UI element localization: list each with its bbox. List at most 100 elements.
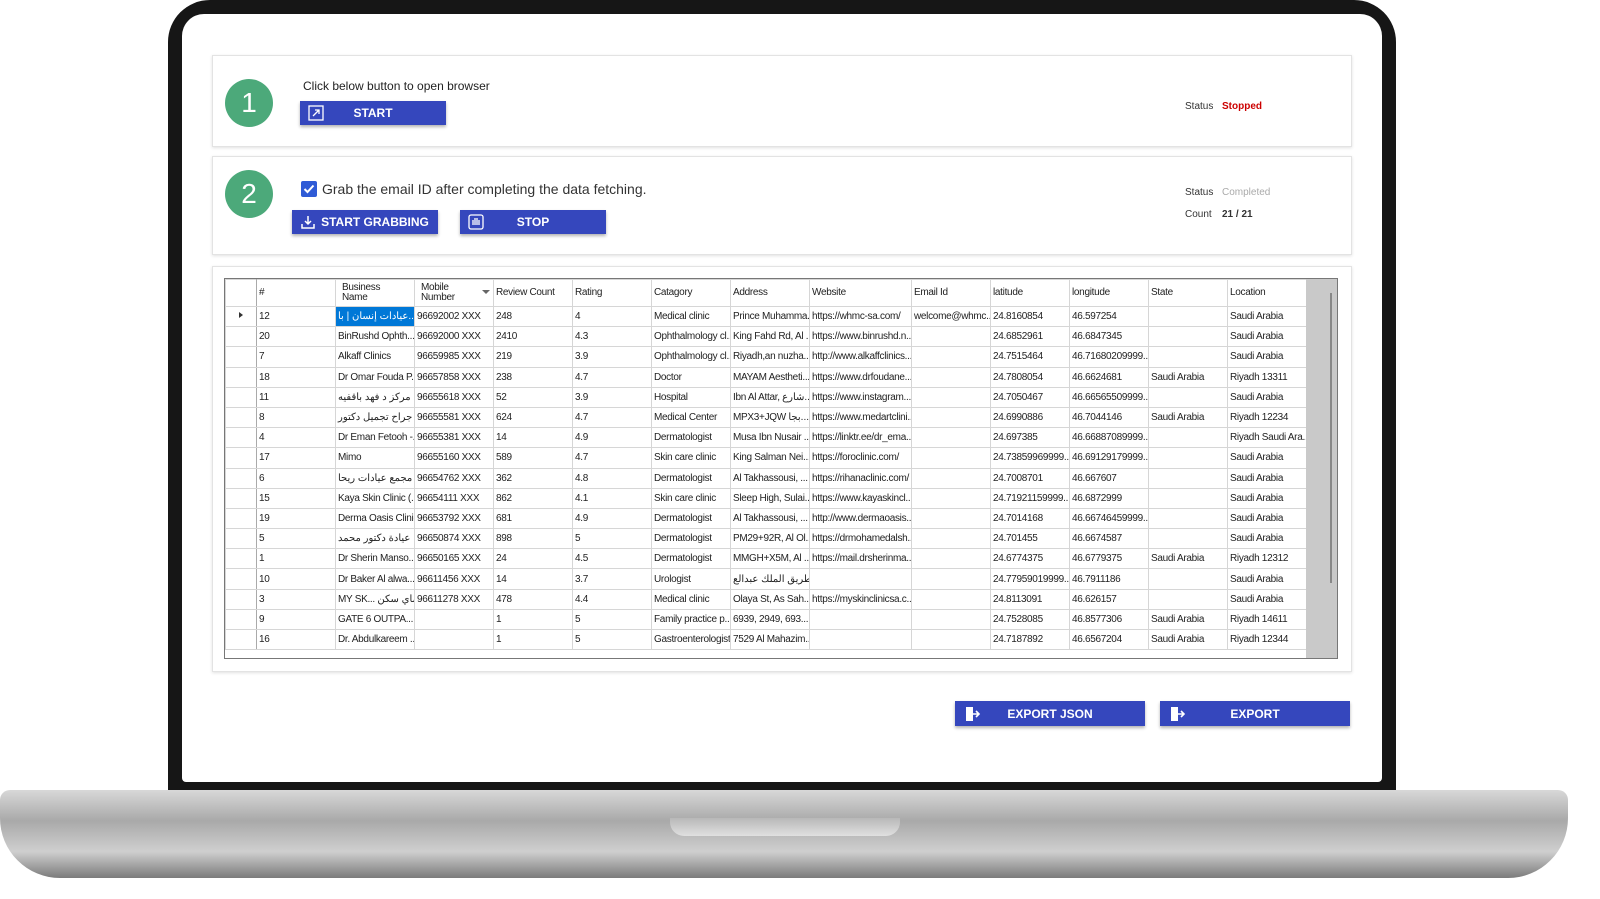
row-header-cell bbox=[225, 305, 257, 328]
cell: GATE 6 OUTPA... bbox=[335, 608, 415, 631]
start-button[interactable]: START bbox=[300, 101, 446, 125]
header-text: # bbox=[259, 287, 265, 298]
cell bbox=[911, 467, 991, 489]
cell bbox=[809, 568, 912, 590]
cell: https://foroclinic.com/ bbox=[809, 447, 912, 469]
cell: 4.8 bbox=[572, 467, 652, 489]
cell: 681 bbox=[493, 507, 573, 530]
cell bbox=[911, 386, 991, 408]
cell: Riyadh 14611 bbox=[1227, 608, 1307, 631]
column-header: latitude bbox=[990, 279, 1070, 307]
cell: Dermatologist bbox=[651, 528, 731, 550]
header-text: Website bbox=[812, 287, 846, 298]
cell: 46.7044146 bbox=[1069, 406, 1149, 429]
cell: 1 bbox=[493, 608, 573, 631]
cell: Saudi Arabia bbox=[1148, 608, 1228, 631]
cell: 898 bbox=[493, 528, 573, 550]
cell: Gastroenterologist bbox=[651, 628, 731, 651]
cell bbox=[809, 608, 912, 631]
cell: 4.9 bbox=[572, 427, 652, 449]
cell: Urologist bbox=[651, 568, 731, 590]
header-row: # Business Name Mobile Number Review Count R… bbox=[225, 279, 1307, 307]
cell: Musa Ibn Nusair ... bbox=[730, 427, 810, 449]
cell: 3.9 bbox=[572, 346, 652, 368]
cell: Dr Sherin Manso... bbox=[335, 548, 415, 570]
stop-button[interactable]: STOP bbox=[460, 210, 606, 234]
checkbox[interactable] bbox=[301, 181, 317, 197]
cell: 18 bbox=[256, 366, 336, 388]
data-row: 4 Dr Eman Fetooh -... 96655381 XXX 14 4.9 Der… bbox=[225, 427, 1307, 449]
cell bbox=[911, 608, 991, 631]
step-number: 2 bbox=[225, 170, 273, 218]
count-label: Count bbox=[1185, 209, 1212, 220]
label: EXPORT JSON bbox=[1007, 706, 1093, 721]
cell: 248 bbox=[493, 305, 573, 328]
cell: Saudi Arabia bbox=[1227, 447, 1307, 469]
cell: https://www.drfoudane... bbox=[809, 366, 912, 388]
cell: 3.9 bbox=[572, 386, 652, 408]
row-header-cell bbox=[225, 279, 257, 307]
cell: Dermatologist bbox=[651, 548, 731, 570]
cell: Saudi Arabia bbox=[1227, 588, 1307, 610]
cell: 46.626157 bbox=[1069, 588, 1149, 610]
cell: 96655618 XXX bbox=[414, 386, 494, 408]
column-header: Location bbox=[1227, 279, 1307, 307]
cell bbox=[911, 447, 991, 469]
icon bbox=[966, 707, 981, 721]
data-row: 8 جراح تجميل دكتور 96655581 XXX 624 4.7 Medic… bbox=[225, 406, 1307, 429]
cell: 4.7 bbox=[572, 406, 652, 429]
cell: مجمع عيادات ريحا bbox=[335, 467, 415, 489]
cell: Alkaff Clinics bbox=[335, 346, 415, 368]
data-row: 11 مركز د فهد باقفيه 96655618 XXX 52 3.9 Hosp… bbox=[225, 386, 1307, 408]
cell: PM29+92R, Al Ol... bbox=[730, 528, 810, 550]
cell: Dr Eman Fetooh -... bbox=[335, 427, 415, 449]
header-text: Catagory bbox=[654, 287, 693, 298]
cell: 589 bbox=[493, 447, 573, 469]
data-row: 1 Dr Sherin Manso... 96650165 XXX 24 4.5 Derm… bbox=[225, 548, 1307, 570]
header-text: Location bbox=[1230, 287, 1266, 298]
cell: 46.7911186 bbox=[1069, 568, 1149, 590]
cell: MAYAM Aestheti... bbox=[730, 366, 810, 388]
cell bbox=[911, 427, 991, 449]
cell bbox=[911, 528, 991, 550]
cell: 14 bbox=[493, 568, 573, 590]
cell bbox=[1148, 326, 1228, 348]
start-grabbing-button[interactable]: START GRABBING bbox=[292, 210, 438, 234]
cell: 4.7 bbox=[572, 366, 652, 388]
cell: Saudi Arabia bbox=[1227, 305, 1307, 328]
cell: 96692000 XXX bbox=[414, 326, 494, 348]
cell: 96659985 XXX bbox=[414, 346, 494, 368]
cell: Saudi Arabia bbox=[1227, 528, 1307, 550]
cell: 10 bbox=[256, 568, 336, 590]
cell: Saudi Arabia bbox=[1227, 568, 1307, 590]
cell: Saudi Arabia bbox=[1227, 326, 1307, 348]
cell: 2410 bbox=[493, 326, 573, 348]
cell: Ophthalmology cl... bbox=[651, 326, 731, 348]
cell: 46.66887089999... bbox=[1069, 427, 1149, 449]
cell: Medical clinic bbox=[651, 588, 731, 610]
cell: 238 bbox=[493, 366, 573, 388]
cell: Riyadh,an nuzha... bbox=[730, 346, 810, 368]
checkbox-label: Grab the email ID after completing the d… bbox=[322, 181, 647, 197]
cell: Riyadh Saudi Ara... bbox=[1227, 427, 1307, 449]
cell: 46.6624681 bbox=[1069, 366, 1149, 388]
cell: 24.6774375 bbox=[990, 548, 1070, 570]
cell: 16 bbox=[256, 628, 336, 651]
cell: 46.69129179999... bbox=[1069, 447, 1149, 469]
row-header-cell bbox=[225, 447, 257, 469]
cell: https://linktr.ee/dr_ema... bbox=[809, 427, 912, 449]
export-json-button[interactable]: EXPORT JSON bbox=[955, 701, 1145, 726]
cell: https://drmohamedalsh... bbox=[809, 528, 912, 550]
cell bbox=[911, 406, 991, 429]
step2-card bbox=[212, 156, 1352, 255]
scrollbar[interactable] bbox=[1330, 293, 1332, 583]
cell bbox=[911, 346, 991, 368]
data-row: 6 مجمع عيادات ريحا 96654762 XXX 362 4.8 Derma… bbox=[225, 467, 1307, 489]
data-row: 3 MY SK... ماي سكن 96611278 XXX 478 4.4 Medic… bbox=[225, 588, 1307, 610]
column-header: Business Name bbox=[335, 279, 415, 307]
cell: Medical clinic bbox=[651, 305, 731, 328]
cell bbox=[809, 628, 912, 651]
export-button[interactable]: EXPORT bbox=[1160, 701, 1350, 726]
cell: جراح تجميل دكتور bbox=[335, 406, 415, 429]
row-header-cell bbox=[225, 366, 257, 388]
